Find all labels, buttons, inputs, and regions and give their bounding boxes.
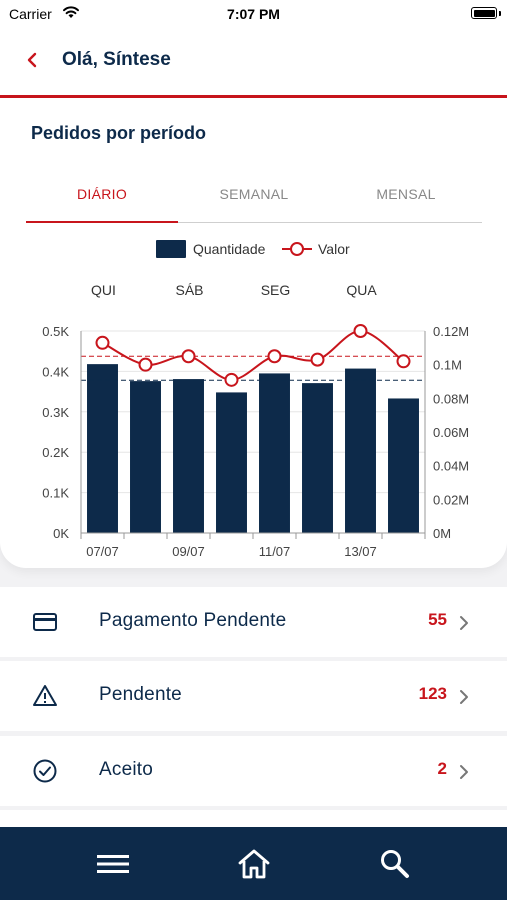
- left-tick-label: 0.2K: [42, 445, 69, 460]
- tab-semanal[interactable]: SEMANAL: [219, 186, 289, 202]
- top-day-label: SEG: [261, 282, 291, 298]
- legend-label-valor: Valor: [318, 241, 350, 257]
- search-icon[interactable]: [377, 847, 413, 881]
- right-tick-label: 0.12M: [433, 324, 469, 339]
- top-day-label: QUA: [346, 282, 377, 298]
- bottom-nav: [0, 827, 507, 900]
- bar-quantidade: [130, 381, 161, 533]
- chevron-right-icon: [460, 690, 468, 704]
- card-title: Pedidos por período: [31, 123, 207, 143]
- list-item-count: 55: [428, 610, 447, 629]
- list-item-label: Pendente: [99, 684, 182, 705]
- check-circle-icon: [33, 759, 57, 783]
- point-valor: [181, 349, 196, 364]
- list-item-count: 2: [437, 759, 447, 778]
- point-valor: [95, 335, 110, 350]
- point-valor: [224, 372, 239, 387]
- bar-quantidade: [173, 379, 204, 533]
- chevron-right-icon: [460, 765, 468, 779]
- period-tabs: DIÁRIO SEMANAL MENSAL: [26, 176, 482, 224]
- left-tick-label: 0.5K: [42, 324, 69, 339]
- orders-chart-card: Pedidos por período DIÁRIO SEMANAL MENSA…: [0, 98, 507, 568]
- left-tick-label: 0.4K: [42, 364, 69, 379]
- app-header: Olá, Síntese: [0, 30, 507, 96]
- list-item-pendente[interactable]: Pendente 123: [0, 661, 507, 731]
- bar-quantidade: [345, 368, 376, 533]
- list-item-count: 123: [418, 684, 447, 703]
- back-chevron-icon[interactable]: [22, 48, 44, 72]
- warning-icon: [33, 685, 57, 706]
- battery-tip: [499, 11, 501, 16]
- tab-diario[interactable]: DIÁRIO: [76, 186, 128, 202]
- point-valor: [353, 324, 368, 338]
- right-tick-label: 0.1M: [433, 358, 462, 373]
- right-tick-label: 0.06M: [433, 425, 469, 440]
- bar-quantidade: [216, 392, 247, 533]
- list-item-label: Aceito: [99, 759, 154, 780]
- x-tick-label: 13/07: [344, 544, 377, 558]
- right-tick-label: 0.02M: [433, 492, 469, 507]
- menu-icon[interactable]: [95, 847, 131, 881]
- chevron-right-icon: [460, 616, 468, 630]
- page-title: Olá, Síntese: [62, 49, 171, 70]
- x-tick-label: 07/07: [86, 544, 119, 558]
- list-item-partial: [0, 810, 507, 827]
- bar-quantidade: [302, 383, 333, 533]
- bar-quantidade: [87, 364, 118, 533]
- clock: 7:07 PM: [227, 6, 280, 22]
- left-tick-label: 0.1K: [42, 486, 69, 501]
- point-valor: [267, 349, 282, 364]
- list-item-label: Pagamento Pendente: [99, 610, 287, 631]
- x-tick-label: 11/07: [259, 544, 291, 558]
- header-divider: [0, 95, 507, 98]
- tabs-divider: [26, 222, 482, 223]
- bar-quantidade: [388, 398, 419, 533]
- right-tick-label: 0.08M: [433, 391, 469, 406]
- top-day-label: SÁB: [175, 282, 203, 298]
- credit-card-icon: [33, 613, 57, 631]
- left-tick-label: 0K: [53, 526, 69, 541]
- status-bar: Carrier 7:07 PM: [0, 0, 507, 30]
- battery-icon: [471, 7, 497, 19]
- orders-chart: Quantidade Valor QUI SÁB SEG QUA 0K 0.1K 0.2K 0.3…: [42, 240, 469, 558]
- home-icon[interactable]: [236, 847, 272, 881]
- top-day-label: QUI: [91, 282, 116, 298]
- point-valor: [396, 354, 411, 369]
- left-tick-label: 0.3K: [42, 405, 69, 420]
- x-tick-label: 09/07: [172, 544, 205, 558]
- legend-swatch-quantidade: [156, 240, 186, 258]
- list-item-pagamento-pendente[interactable]: Pagamento Pendente 55: [0, 587, 507, 657]
- active-tab-indicator: [26, 221, 178, 223]
- tab-mensal[interactable]: MENSAL: [376, 186, 436, 202]
- carrier-label: Carrier: [9, 6, 52, 22]
- bar-quantidade: [259, 373, 290, 533]
- wifi-icon: [63, 6, 79, 18]
- right-tick-label: 0M: [433, 526, 451, 541]
- right-tick-label: 0.04M: [433, 459, 469, 474]
- list-item-aceito[interactable]: Aceito 2: [0, 736, 507, 806]
- point-valor: [310, 352, 325, 367]
- point-valor: [138, 357, 153, 372]
- legend-swatch-valor-marker: [290, 242, 304, 256]
- legend-label-quantidade: Quantidade: [193, 241, 266, 257]
